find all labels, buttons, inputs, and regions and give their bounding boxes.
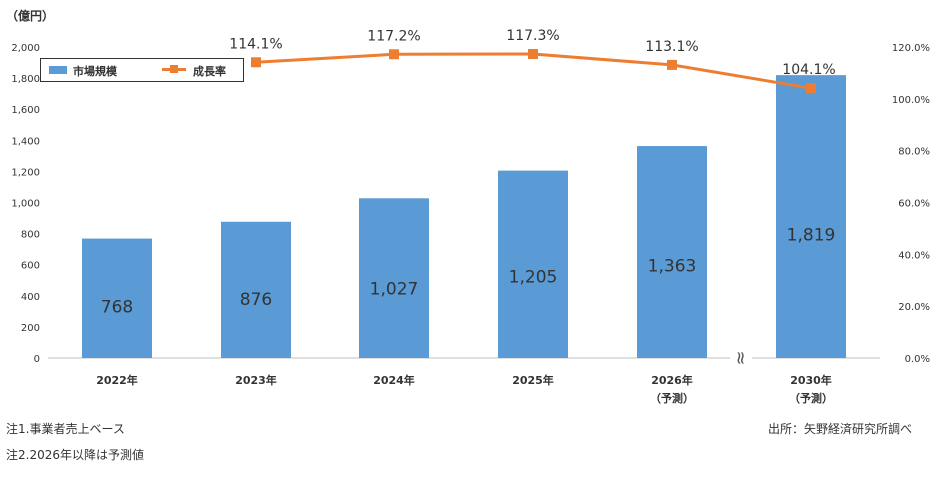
- y-right-tick-label: 20.0%: [898, 302, 930, 313]
- x-category-label: 2023年: [235, 373, 277, 387]
- growth-rate-label: 117.2%: [367, 28, 420, 44]
- growth-rate-point: [667, 59, 677, 70]
- source-note: 出所：矢野経済研究所調べ: [768, 422, 913, 436]
- bar: [498, 170, 568, 358]
- y-left-tick-label: 0: [34, 354, 40, 365]
- x-category-label: 2022年: [96, 373, 138, 387]
- y-left-unit-label: （億円）: [6, 8, 54, 23]
- note-2: 注2.2026年以降は予測値: [6, 448, 144, 462]
- legend-bar-label: 市場規模: [73, 65, 117, 78]
- y-right-tick-label: 120.0%: [892, 43, 930, 54]
- y-left-tick-label: 1,600: [11, 105, 40, 116]
- bar-value-label: 1,027: [370, 280, 419, 300]
- axis-break-symbol: ≈: [730, 350, 751, 365]
- growth-rate-line: [255, 52, 812, 90]
- x-category-sublabel: （予測）: [789, 391, 833, 405]
- growth-rate-label: 113.1%: [645, 39, 698, 55]
- y-left-tick-label: 1,200: [11, 167, 40, 178]
- growth-rate-label: 114.1%: [229, 36, 282, 52]
- growth-rate-point: [389, 49, 399, 60]
- bar: [359, 198, 429, 358]
- growth-rate-point: [251, 57, 261, 68]
- legend: 市場規模 成長率: [40, 58, 244, 82]
- x-category-label: 2026年: [651, 373, 693, 387]
- x-category-label: 2025年: [512, 373, 554, 387]
- y-left-tick-label: 600: [21, 261, 40, 272]
- bar-value-label: 768: [101, 297, 133, 317]
- y-left-tick-label: 800: [21, 230, 40, 241]
- bar: [776, 75, 846, 358]
- x-category-label: 2024年: [373, 373, 415, 387]
- y-right-tick-label: 100.0%: [892, 95, 930, 106]
- x-category-label: 2030年: [790, 373, 832, 387]
- bar-value-label: 1,819: [787, 226, 836, 246]
- bar: [82, 238, 152, 358]
- x-category-sublabel: （予測）: [650, 391, 694, 405]
- growth-rate-point: [528, 48, 538, 59]
- y-right-tick-label: 80.0%: [898, 147, 930, 158]
- y-left-tick-label: 400: [21, 292, 40, 303]
- legend-line-label: 成長率: [193, 65, 226, 78]
- y-right-tick-label: 0.0%: [905, 354, 930, 365]
- bar-value-label: 1,205: [509, 268, 558, 288]
- bar-value-label: 876: [240, 290, 272, 310]
- bar-value-label: 1,363: [648, 257, 697, 277]
- y-left-tick-label: 1,000: [11, 199, 40, 210]
- growth-rate-label: 117.3%: [506, 28, 559, 44]
- y-left-tick-label: 1,800: [11, 74, 40, 85]
- note-1: 注1.事業者売上ベース: [6, 422, 125, 436]
- bar: [221, 221, 291, 358]
- y-left-tick-label: 2,000: [11, 43, 40, 54]
- growth-rate-label: 104.1%: [782, 62, 835, 78]
- y-right-tick-label: 40.0%: [898, 250, 930, 261]
- bar: [637, 146, 707, 358]
- y-left-tick-label: 1,400: [11, 136, 40, 147]
- legend-line-marker: [170, 65, 178, 73]
- legend-bar-swatch: [49, 66, 67, 74]
- growth-rate-point: [806, 83, 816, 94]
- y-right-tick-label: 60.0%: [898, 199, 930, 210]
- y-left-tick-label: 200: [21, 323, 40, 334]
